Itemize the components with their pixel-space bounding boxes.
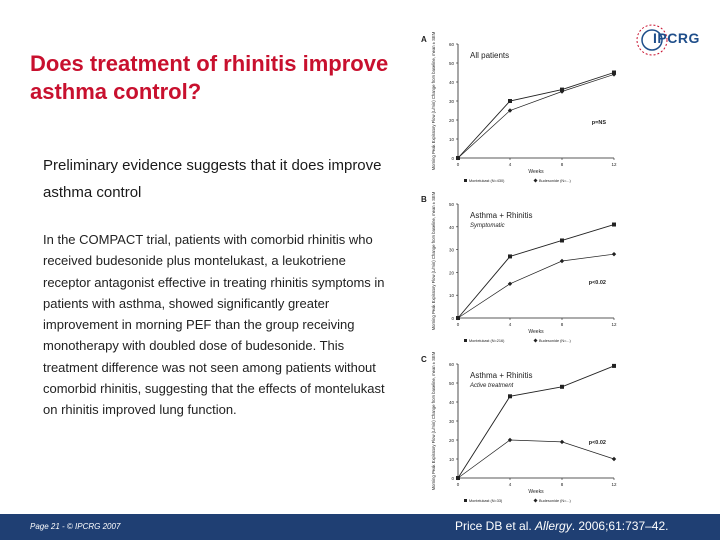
y-tick-label: 10 [449,137,455,142]
x-tick-label: 0 [457,322,460,327]
y-tick-label: 60 [449,42,455,47]
x-axis-label: Weeks [528,169,544,175]
citation-authors: Price DB et al. [455,519,536,533]
x-tick-label: 0 [457,162,460,167]
panel-label: B [421,195,427,204]
data-point [612,222,616,227]
legend-marker [533,178,538,183]
y-axis-label: Morning Peak Expiratory Flow (L/min) Cha… [431,191,436,330]
legend-label: Budesonide (N=...) [539,499,571,503]
x-tick-label: 4 [509,162,512,167]
y-tick-label: 10 [449,457,455,462]
legend-marker [464,339,467,342]
y-tick-label: 20 [449,438,455,443]
y-tick-label: 20 [449,270,455,275]
legend-label: Budesonide (N=...) [539,179,571,183]
data-point [559,439,565,445]
x-tick-label: 12 [611,162,617,167]
data-point [508,394,512,399]
data-point [507,281,513,286]
data-point [455,155,461,161]
legend-marker [464,179,467,182]
legend-label: Budesonide (N=...) [539,339,571,343]
y-tick-label: 20 [449,118,455,123]
y-tick-label: 50 [449,61,455,66]
chart-subtitle: Active treatment [469,383,514,389]
x-tick-label: 8 [561,482,564,487]
legend-label: Montelukast (N=33) [469,499,503,503]
y-tick-label: 50 [449,202,455,207]
y-tick-label: 30 [449,419,455,424]
p-value-label: p<0.02 [589,440,606,446]
x-tick-label: 4 [509,322,512,327]
citation-journal: Allergy [535,519,572,533]
series-line [457,74,615,159]
data-point [611,251,617,257]
legend-marker [533,338,538,343]
data-point [560,384,564,389]
citation-details: . 2006;61:737–42. [571,519,669,533]
legend-label: Montelukast (N=430) [469,179,505,183]
slide-body: In the COMPACT trial, patients with como… [43,232,385,418]
x-tick-label: 12 [611,322,617,327]
chart-subtitle: Symptomatic [470,223,505,229]
data-point [507,108,513,113]
data-point [455,475,461,481]
data-point [455,315,461,321]
series-line [457,253,615,319]
legend-marker [533,498,538,503]
slide-title: Does treatment of rhinitis improve asthm… [30,51,389,104]
data-point [559,258,565,264]
footer-bar: Page 21 - © IPCRG 2007 Price DB et al. A… [0,514,720,540]
series-line [457,224,615,319]
y-tick-label: 60 [449,362,455,367]
y-tick-label: 40 [449,80,455,85]
x-tick-label: 0 [457,482,460,487]
series-line [457,365,615,479]
y-tick-label: 0 [451,316,454,321]
legend-marker [464,499,467,502]
x-axis-label: Weeks [528,329,544,335]
y-axis-label: Morning Peak Expiratory Flow (L/min) Cha… [431,351,436,490]
ipcrg-logo-mark-icon [636,24,668,56]
x-axis-label: Weeks [528,489,544,495]
data-point [611,456,617,462]
p-value-label: p=NS [592,120,607,126]
y-tick-label: 50 [449,381,455,386]
x-tick-label: 12 [611,482,617,487]
data-point [507,437,513,443]
y-axis-label: Morning Peak Expiratory Flow (L/min) Cha… [431,31,436,170]
slide-subtitle: Preliminary evidence suggests that it do… [43,157,382,201]
chart-title: Asthma + Rhinitis [470,211,532,220]
panel-label: A [421,35,427,44]
y-tick-label: 40 [449,225,455,230]
x-tick-label: 4 [509,482,512,487]
x-tick-label: 8 [561,322,564,327]
x-tick-label: 8 [561,162,564,167]
ipcrg-logo [624,16,708,66]
y-tick-label: 0 [451,156,454,161]
series-line [457,72,615,159]
chart-title: Asthma + Rhinitis [470,371,532,380]
data-point [508,254,512,259]
y-tick-label: 30 [449,248,455,253]
data-point [612,363,616,368]
y-tick-label: 40 [449,400,455,405]
y-tick-label: 0 [451,476,454,481]
legend-label: Montelukast (N=216) [469,339,505,343]
data-point [508,99,512,103]
data-point [611,72,617,77]
data-point [559,89,565,94]
data-point [560,238,564,243]
series-line [457,439,615,479]
panel-label: C [421,355,427,364]
ipcrg-logo-text: IPCRG [653,30,700,46]
y-tick-label: 30 [449,99,455,104]
chart-title: All patients [470,51,509,60]
y-tick-label: 10 [449,293,455,298]
footer-page-label: Page 21 - © IPCRG 2007 [30,522,121,531]
citation: Price DB et al. Allergy. 2006;61:737–42. [455,519,668,533]
p-value-label: p<0.02 [589,280,606,286]
